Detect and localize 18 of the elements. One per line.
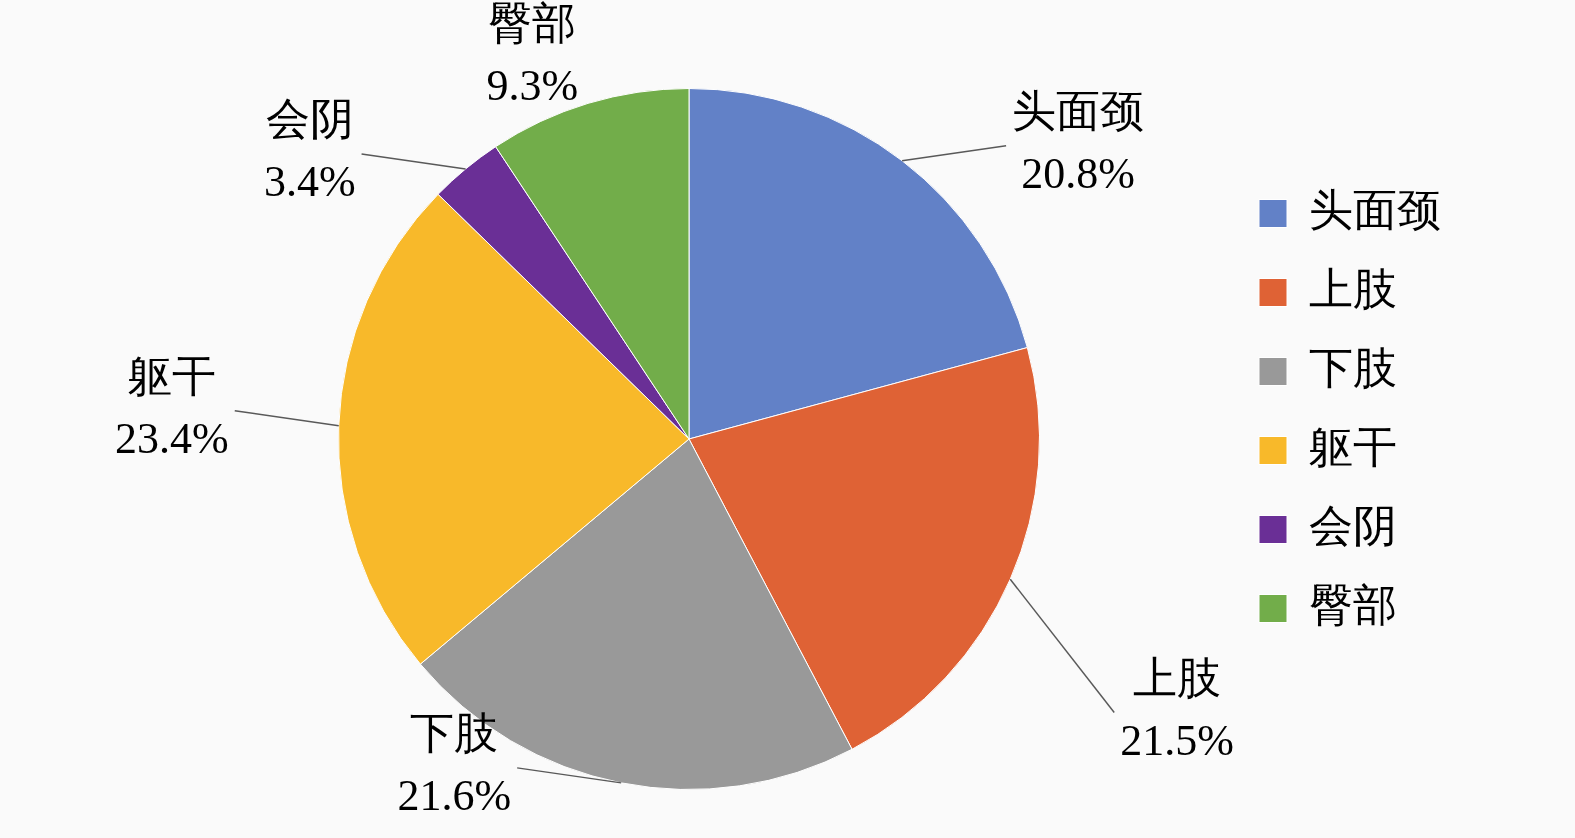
slice-label: 臀部 — [488, 0, 577, 48]
legend-label: 上肢 — [1309, 265, 1397, 315]
legend-label: 臀部 — [1309, 581, 1397, 631]
data-label: 21.6% — [397, 771, 512, 821]
data-label: 21.5% — [1120, 716, 1234, 766]
legend-label: 会阴 — [1309, 502, 1397, 552]
legend-label: 下肢 — [1309, 344, 1397, 394]
slice-label: 下肢 — [410, 709, 499, 759]
slice-label: 上肢 — [1133, 654, 1222, 704]
slice-label: 头面颈 — [1012, 87, 1145, 137]
legend-label: 头面颈 — [1309, 186, 1441, 236]
data-label: 3.4% — [263, 157, 356, 207]
slice-label: 躯干 — [127, 352, 216, 402]
data-label: 20.8% — [1021, 149, 1135, 199]
slice-label: 会阴 — [265, 95, 354, 145]
data-label: 23.4% — [115, 414, 229, 464]
data-label: 9.3% — [486, 60, 579, 110]
legend-label: 躯干 — [1309, 423, 1397, 473]
